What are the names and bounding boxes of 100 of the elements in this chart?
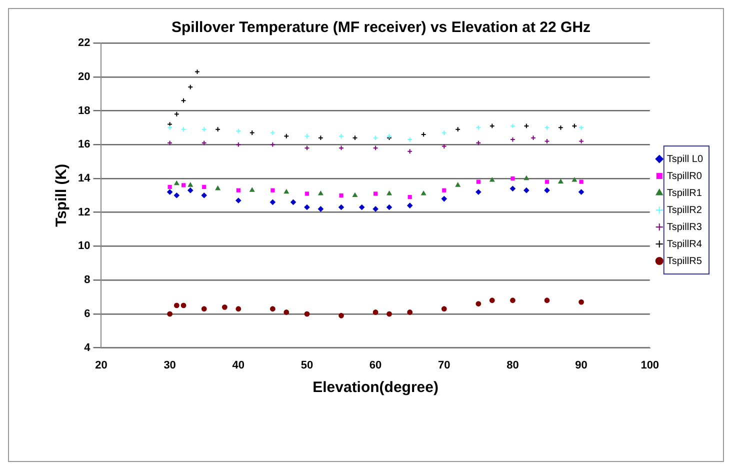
point: [455, 182, 460, 187]
point: [236, 306, 242, 312]
x-axis-title: Elevation(degree): [312, 379, 438, 396]
point: [386, 311, 392, 317]
point: [318, 206, 324, 212]
y-tick-label: 6: [84, 308, 90, 320]
y-tick-label: 14: [78, 172, 92, 184]
point: [386, 204, 392, 210]
legend-label: Tspill L0: [666, 154, 704, 165]
y-axis-title: Tspill (K): [53, 164, 70, 227]
point: [407, 148, 413, 154]
y-tick-label: 8: [84, 274, 90, 286]
point: [359, 204, 365, 210]
point: [284, 310, 290, 315]
point: [270, 188, 275, 192]
point: [544, 188, 550, 194]
y-tick-label: 10: [78, 240, 90, 252]
point: [386, 191, 392, 196]
point: [476, 180, 480, 184]
point: [339, 193, 344, 198]
point: [476, 189, 482, 195]
point: [180, 302, 186, 308]
point: [304, 311, 310, 317]
point: [201, 192, 207, 198]
point: [372, 206, 378, 212]
point: [174, 192, 180, 198]
y-tick-label: 18: [78, 104, 90, 117]
point: [202, 184, 206, 189]
point: [338, 204, 344, 210]
y-tick-label: 22: [78, 37, 90, 50]
point: [476, 140, 482, 146]
point: [194, 69, 200, 74]
point: [250, 188, 255, 192]
point: [524, 188, 530, 194]
point: [318, 191, 324, 196]
legend-label: TspillR5: [666, 256, 702, 267]
point: [476, 301, 482, 306]
legend-label: TspillR0: [666, 170, 702, 182]
point: [168, 184, 172, 189]
point: [578, 138, 584, 144]
point: [441, 196, 447, 202]
point: [524, 176, 529, 180]
chart-title: Spillover Temperature (MF receiver) vs Elevation at 22 GHz: [171, 19, 591, 36]
y-tick-label: 12: [78, 206, 90, 218]
point: [338, 312, 344, 318]
point: [201, 306, 207, 312]
point: [407, 310, 413, 315]
point: [441, 130, 447, 136]
point: [510, 298, 516, 304]
point: [236, 128, 242, 134]
point: [270, 199, 276, 205]
point: [442, 188, 446, 192]
point: [201, 140, 207, 146]
point: [338, 133, 344, 139]
point: [174, 180, 180, 186]
legend-label: TspillR2: [666, 204, 702, 216]
point: [352, 192, 358, 197]
point: [236, 142, 242, 148]
y-tick-label: 4: [84, 342, 92, 354]
point: [544, 298, 550, 304]
point: [215, 186, 220, 190]
point: [374, 192, 378, 196]
point: [490, 177, 495, 182]
point: [304, 192, 310, 196]
point: [510, 186, 516, 192]
y-tick-label: 20: [78, 70, 90, 83]
x-tick-label: 70: [438, 359, 450, 372]
point: [579, 180, 584, 184]
point: [408, 195, 412, 200]
point: [284, 189, 289, 194]
legend-label: TspillR4: [666, 238, 702, 250]
point: [167, 140, 173, 146]
legend-label: TspillR3: [666, 222, 702, 233]
point: [420, 132, 426, 138]
point: [441, 306, 447, 312]
point: [188, 182, 193, 187]
point: [421, 191, 426, 196]
x-tick-label: 30: [164, 359, 176, 372]
point: [407, 202, 413, 208]
point: [174, 302, 180, 308]
point: [270, 306, 276, 312]
point: [174, 111, 180, 117]
point: [441, 144, 447, 149]
point: [181, 183, 186, 188]
x-tick-label: 60: [369, 359, 382, 372]
x-tick-label: 40: [232, 359, 245, 372]
point: [572, 177, 577, 182]
point: [304, 204, 310, 210]
x-tick-label: 80: [506, 359, 519, 372]
point: [578, 189, 584, 195]
point: [489, 298, 495, 304]
point: [284, 133, 290, 139]
point: [558, 179, 564, 184]
point: [167, 189, 173, 195]
point: [188, 188, 194, 194]
point: [290, 199, 296, 205]
point: [236, 198, 242, 204]
point: [510, 176, 515, 181]
x-tick-label: 90: [575, 359, 588, 372]
x-tick-label: 50: [300, 359, 314, 372]
